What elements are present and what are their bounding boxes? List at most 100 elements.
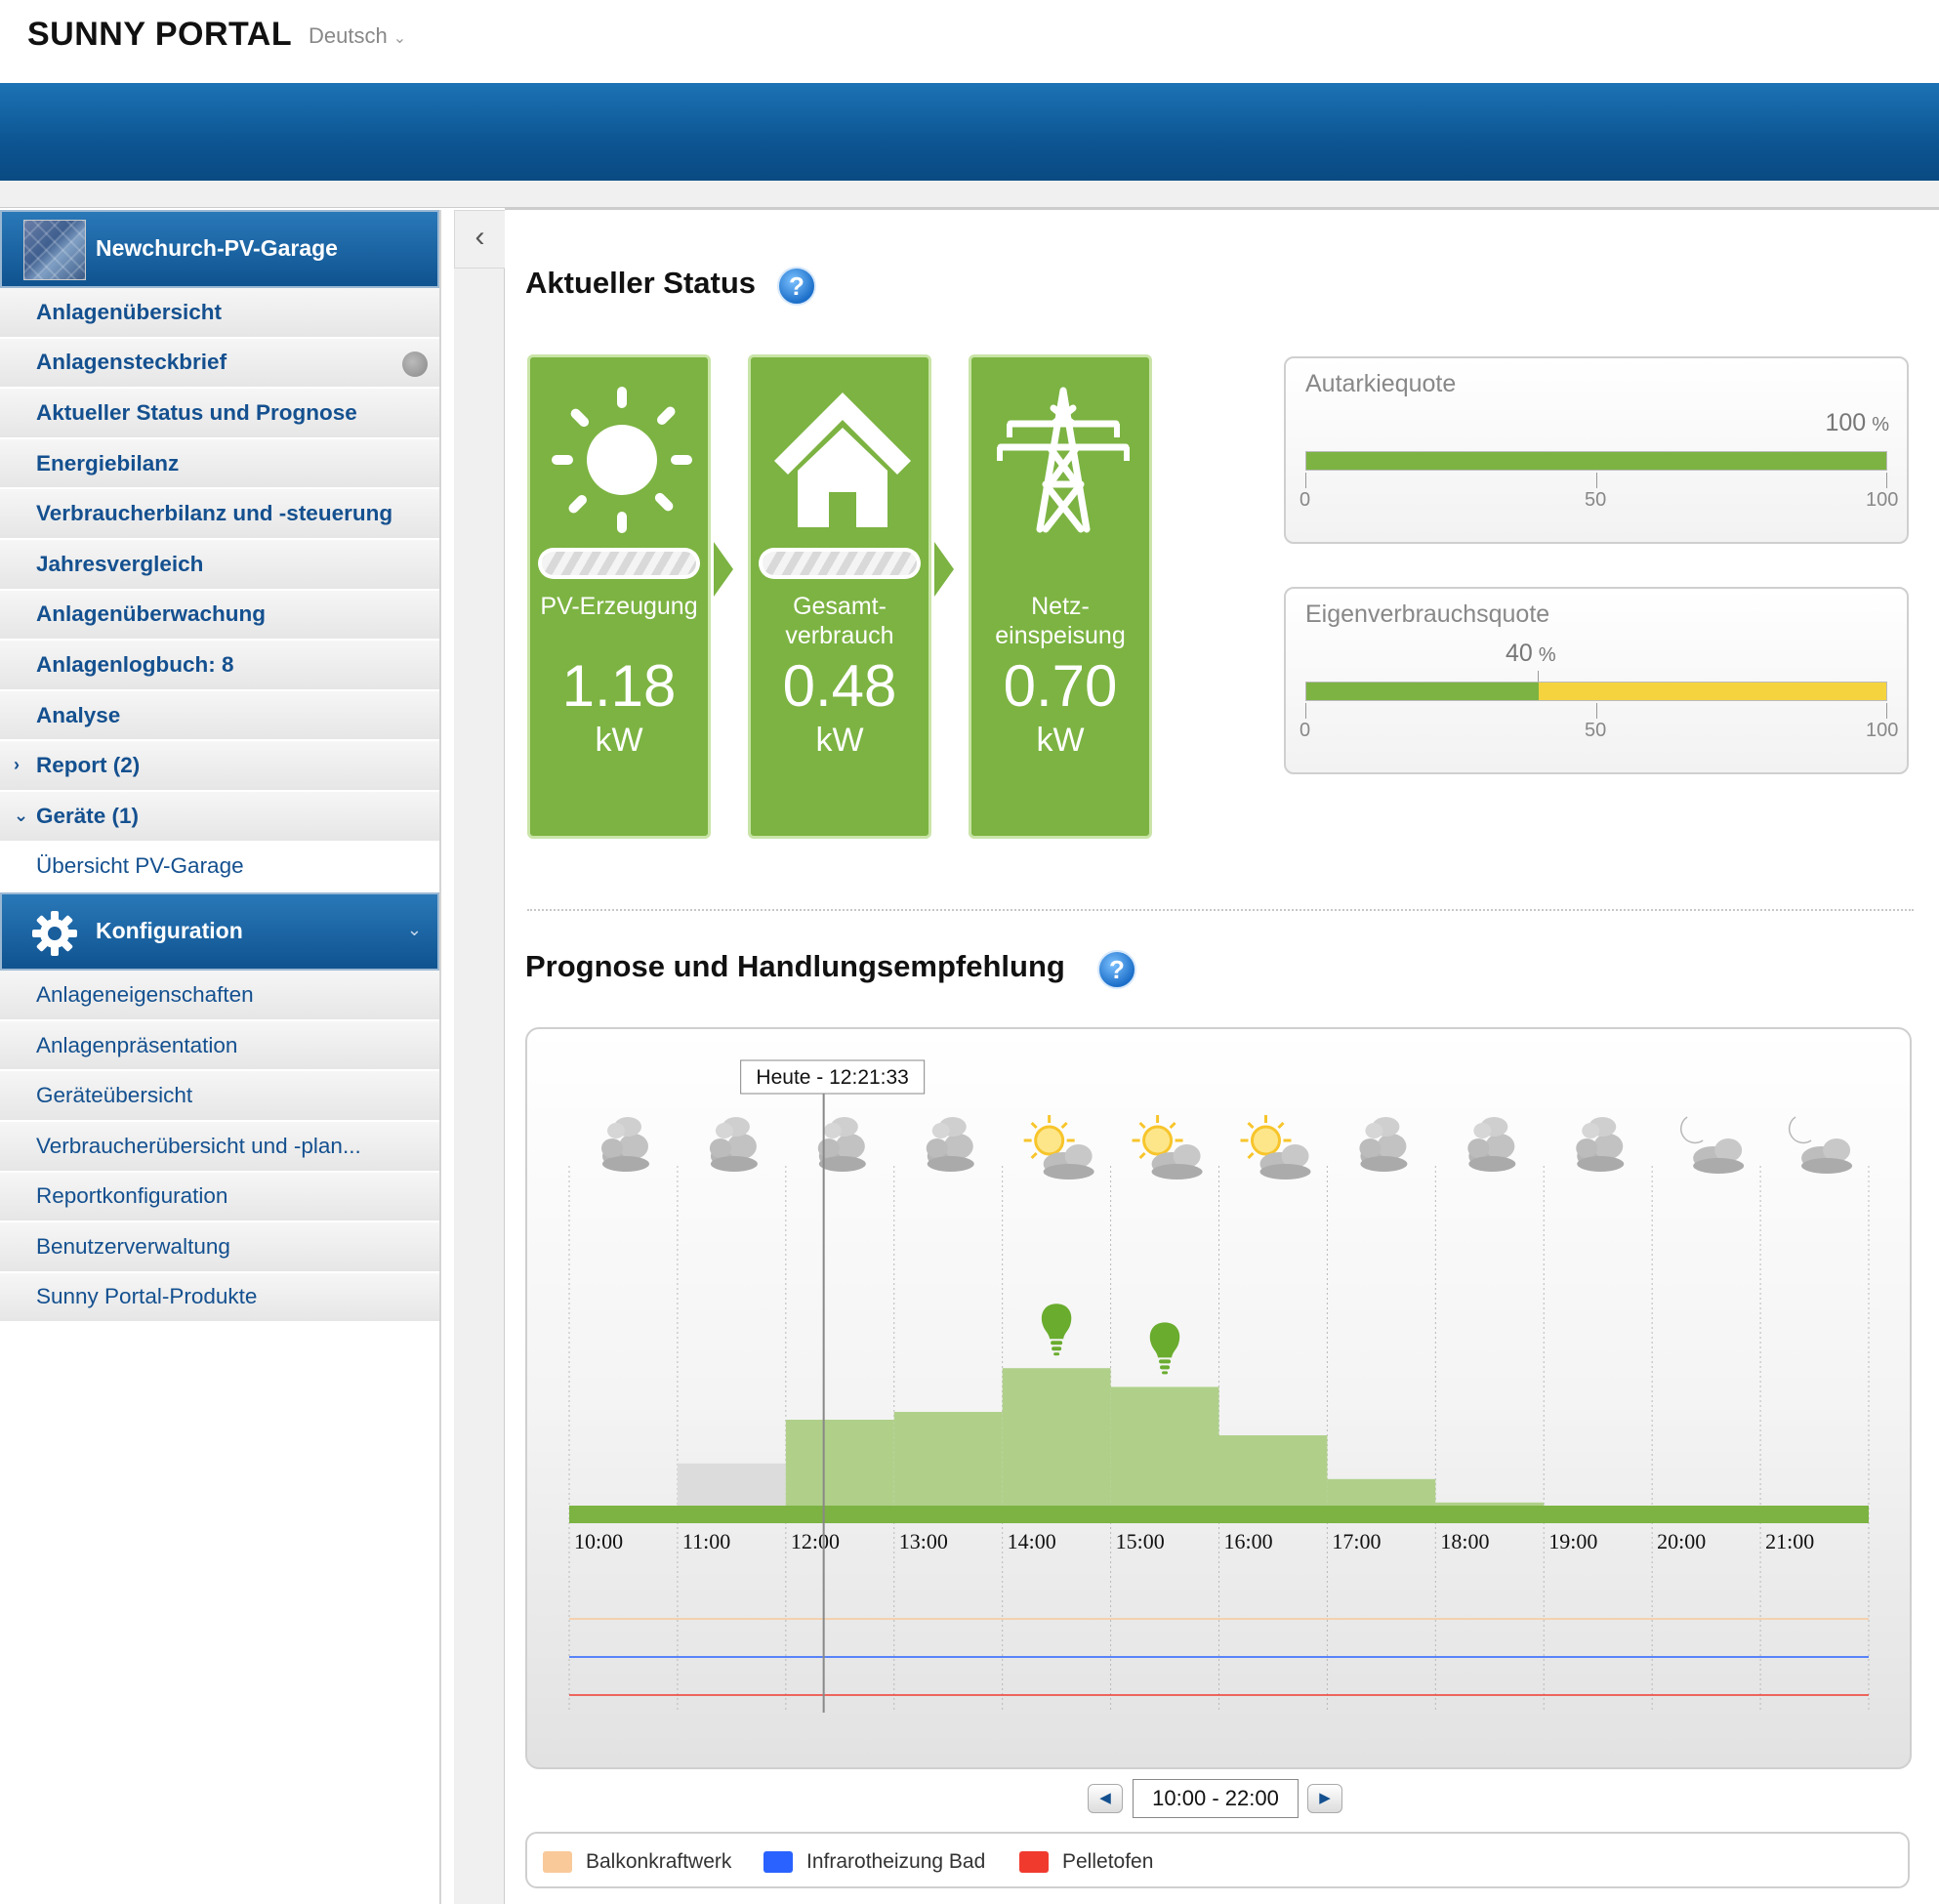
activity-bar	[538, 548, 700, 579]
chevron-down-icon: ⌄	[406, 920, 422, 940]
scale-tick	[1305, 473, 1306, 488]
self-consumption-panel: Eigenverbrauchsquote 40% 0 50 100	[1284, 587, 1909, 774]
cloud-icon	[1359, 1117, 1408, 1172]
scale-label: 50	[1585, 720, 1607, 741]
globe-icon	[402, 351, 428, 377]
plant-header[interactable]: Newchurch-PV-Garage	[0, 210, 439, 288]
lightbulb-icon	[1041, 1304, 1072, 1356]
sidebar: Newchurch-PV-Garage Anlagenübersicht Anl…	[0, 210, 441, 1904]
sidebar-item-verbraucheruebersicht[interactable]: Verbraucherübersicht und -plan...	[0, 1121, 439, 1173]
status-heading: Aktueller Status	[525, 266, 757, 300]
header-subbar	[0, 181, 1939, 208]
sidebar-item-anlagenuebersicht[interactable]: Anlagenübersicht	[0, 288, 439, 339]
legend-item[interactable]: Balkonkraftwerk	[543, 1849, 731, 1875]
configuration-title: Konfiguration	[96, 918, 243, 944]
sidebar-item-geraeteuebersicht[interactable]: Geräteübersicht	[0, 1071, 439, 1122]
tile-unit: kW	[1036, 722, 1085, 759]
brand-logo[interactable]: SUNNY PORTAL	[27, 16, 293, 53]
scale-tick	[1886, 473, 1887, 488]
sidebar-item-anlagenpraesentation[interactable]: Anlagenpräsentation	[0, 1020, 439, 1072]
sidebar-item-analyse[interactable]: Analyse	[0, 690, 439, 742]
self-consumption-number: 40	[1506, 640, 1533, 667]
legend-item[interactable]: Pelletofen	[1019, 1849, 1153, 1875]
autarky-rate-panel: Autarkiequote 100% 0 50 100	[1284, 356, 1909, 544]
language-selector[interactable]: Deutsch ⌄	[309, 23, 406, 49]
chevron-down-icon: ⌄	[392, 30, 407, 47]
triangle-left-icon: ◀	[1099, 1790, 1111, 1806]
sidebar-item-report[interactable]: › Report (2)	[0, 741, 439, 792]
x-tick-label: 21:00	[1765, 1529, 1814, 1553]
x-tick-label: 18:00	[1440, 1529, 1489, 1553]
plant-name: Newchurch-PV-Garage	[96, 235, 338, 261]
sidebar-item-label: Anlageneigenschaften	[36, 981, 254, 1007]
lightbulb-icon	[1149, 1322, 1180, 1375]
tile-label: Netz- einspeisung	[995, 593, 1126, 649]
scale-label: 50	[1585, 489, 1607, 511]
baseline-bar	[569, 1506, 1869, 1523]
forecast-chart: 10:00 11:00 12:00 13:00 14:00 15:00 16:00 17:00…	[525, 1027, 1912, 1769]
moon-cloud-icon	[1679, 1116, 1745, 1175]
sidebar-item-label: Analyse	[36, 702, 121, 727]
self-consumption-bar	[1305, 682, 1887, 701]
tile-unit: kW	[595, 722, 643, 759]
gear-icon	[32, 911, 77, 957]
x-tick-label: 11:00	[682, 1529, 730, 1553]
triangle-right-icon: ▶	[1319, 1790, 1331, 1806]
cloud-icon	[817, 1117, 866, 1172]
cloud-icon	[1467, 1117, 1516, 1172]
forecast-help-icon[interactable]: ?	[1097, 950, 1136, 989]
collapse-sidebar-button[interactable]: ‹	[454, 210, 505, 269]
legend-item[interactable]: Infrarotheizung Bad	[763, 1849, 985, 1875]
sun-icon	[552, 387, 692, 533]
next-range-button[interactable]: ▶	[1307, 1784, 1342, 1813]
sidebar-item-label: Geräte (1)	[36, 803, 140, 828]
sun-cloud-icon	[1239, 1113, 1312, 1181]
sidebar-item-label: Benutzerverwaltung	[36, 1233, 230, 1259]
forecast-heading: Prognose und Handlungsempfehlung	[525, 949, 1065, 983]
legend-label: Infrarotheizung Bad	[806, 1850, 986, 1873]
legend-label: Balkonkraftwerk	[586, 1850, 732, 1873]
sidebar-item-anlagenueberwachung[interactable]: Anlagenüberwachung	[0, 590, 439, 642]
status-help-icon[interactable]: ?	[777, 267, 816, 306]
autarky-number: 100	[1825, 409, 1867, 436]
house-icon	[774, 393, 911, 527]
previous-range-button[interactable]: ◀	[1088, 1784, 1123, 1813]
sidebar-item-label: Verbraucherübersicht und -plan...	[36, 1133, 361, 1158]
top-header: SUNNY PORTAL Deutsch ⌄	[0, 0, 1939, 83]
configuration-header[interactable]: Konfiguration ⌄	[0, 892, 439, 972]
tile-grid-feed-in: Netz- einspeisung 0.70 kW	[969, 354, 1152, 839]
sidebar-item-reportkonfiguration[interactable]: Reportkonfiguration	[0, 1172, 439, 1223]
x-tick-label: 20:00	[1657, 1529, 1706, 1553]
sidebar-item-label: Anlagenlogbuch: 8	[36, 651, 234, 677]
header-banner	[0, 83, 1939, 181]
tile-value: 0.48	[782, 653, 897, 719]
autarky-unit: %	[1872, 414, 1889, 435]
sidebar-item-label: Jahresvergleich	[36, 551, 204, 576]
x-tick-label: 15:00	[1116, 1529, 1165, 1553]
self-consumption-bar-fill	[1306, 683, 1539, 700]
sidebar-item-jahresvergleich[interactable]: Jahresvergleich	[0, 539, 439, 591]
tile-label: PV-Erzeugung	[540, 593, 698, 620]
sidebar-item-anlageneigenschaften[interactable]: Anlageneigenschaften	[0, 971, 439, 1021]
autarky-value: 100%	[1825, 409, 1889, 437]
content-gutter	[454, 269, 505, 1904]
tile-label: Gesamt- verbrauch	[785, 593, 894, 649]
legend-swatch	[543, 1851, 572, 1873]
content-divider	[505, 208, 1939, 210]
sidebar-item-sunny-portal-produkte[interactable]: Sunny Portal-Produkte	[0, 1272, 439, 1324]
sidebar-item-benutzerverwaltung[interactable]: Benutzerverwaltung	[0, 1222, 439, 1273]
cloud-icon	[709, 1117, 758, 1172]
sidebar-item-energiebilanz[interactable]: Energiebilanz	[0, 438, 439, 490]
scale-tick	[1886, 703, 1887, 719]
sidebar-item-anlagenlogbuch[interactable]: Anlagenlogbuch: 8	[0, 641, 439, 691]
sidebar-item-geraete[interactable]: ⌄ Geräte (1)	[0, 791, 439, 843]
forecast-bar	[677, 1463, 786, 1506]
sidebar-item-aktueller-status[interactable]: Aktueller Status und Prognose	[0, 389, 439, 439]
sidebar-item-uebersicht-pv-garage[interactable]: Übersicht PV-Garage	[0, 842, 439, 893]
chevron-right-icon: ›	[14, 755, 20, 775]
sidebar-item-anlagensteckbrief[interactable]: Anlagensteckbrief	[0, 338, 439, 390]
section-divider	[527, 909, 1914, 911]
self-consumption-value: 40%	[1506, 640, 1556, 668]
sidebar-item-verbraucherbilanz[interactable]: Verbraucherbilanz und -steuerung	[0, 489, 439, 540]
scale-label: 0	[1300, 720, 1311, 741]
